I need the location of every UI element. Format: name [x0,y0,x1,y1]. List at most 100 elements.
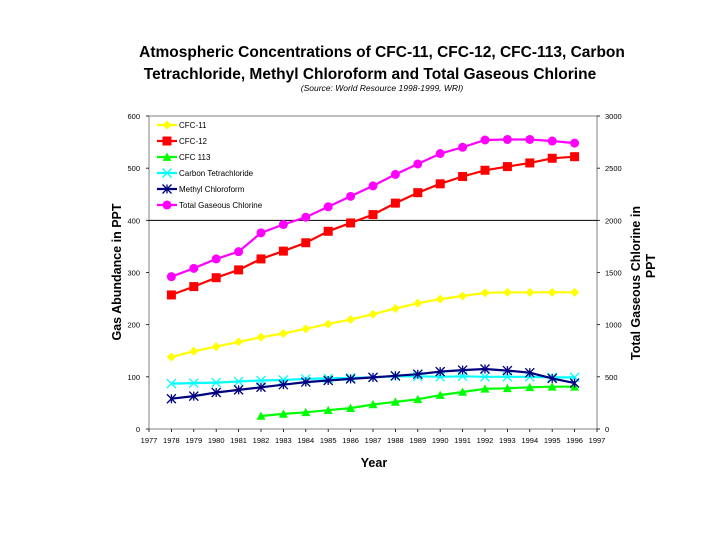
x-tick-label: 1980 [208,436,225,445]
y2-tick-label: 2500 [605,164,622,173]
data-point-total-gaseous-chlorine [346,191,356,201]
data-point-cfc-113 [525,382,535,392]
x-tick-label: 1992 [477,436,494,445]
legend-item-total-gaseous-chlorine: Total Gaseous Chlorine [157,200,263,210]
data-point-cfc-11 [211,342,221,352]
data-point-total-gaseous-chlorine [413,159,423,169]
data-point-cfc-113 [301,407,311,417]
y-axis-label: Gas Abundance in PPT [110,203,124,340]
y2-tick-label: 1000 [605,321,622,330]
x-tick-label: 1983 [275,436,292,445]
data-point-cfc-11 [547,287,557,297]
data-point-cfc-11 [413,298,423,308]
data-point-cfc-11 [323,319,333,329]
x-tick-label: 1989 [409,436,426,445]
data-point-carbon-tetrachloride [166,378,177,389]
series-line-cfc-11 [171,291,575,359]
x-tick-label: 1985 [320,436,337,445]
data-point-cfc-12 [346,218,356,228]
y-tick-label: 600 [127,112,140,121]
y-tick-label: 300 [127,269,140,278]
data-point-total-gaseous-chlorine [234,247,244,257]
x-tick-label: 1988 [387,436,404,445]
x-tick-label: 1984 [297,436,314,445]
data-point-cfc-12 [166,290,176,300]
legend-swatch-marker [162,136,172,146]
data-point-methyl-chloroform [166,393,177,404]
data-point-carbon-tetrachloride [211,377,222,388]
data-point-methyl-chloroform [412,369,423,380]
x-tick-label: 1978 [163,436,180,445]
x-tick-label: 1991 [454,436,471,445]
data-point-total-gaseous-chlorine [278,220,288,230]
data-point-cfc-113 [278,409,288,418]
legend-label: Carbon Tetrachloride [179,169,254,178]
data-point-cfc-12 [234,265,244,275]
data-point-total-gaseous-chlorine [570,138,580,148]
data-point-cfc-12 [480,165,490,175]
data-point-cfc-113 [480,384,490,393]
data-point-carbon-tetrachloride [480,371,490,382]
data-point-cfc-113 [256,411,266,420]
data-point-methyl-chloroform [300,377,311,388]
x-tick-label: 1993 [499,436,516,445]
data-point-carbon-tetrachloride [278,375,289,385]
data-point-cfc-11 [502,287,512,297]
data-point-cfc-11 [570,287,580,297]
data-point-cfc-12 [211,273,221,283]
chart-subtitle: (Source: World Resource 1998-1999, WRI) [301,83,464,93]
data-point-cfc-113 [458,387,468,396]
data-point-total-gaseous-chlorine [458,142,468,152]
y2-axis-label-line2: PPT [644,253,658,278]
legend-label: Total Gaseous Chlorine [179,201,263,210]
x-tick-label: 1982 [253,436,270,445]
data-point-cfc-113 [435,390,445,399]
data-point-cfc-113 [323,405,333,415]
series-cfc-12 [166,152,580,300]
data-point-total-gaseous-chlorine [480,135,490,145]
data-point-methyl-chloroform [278,379,289,390]
data-point-total-gaseous-chlorine [323,202,333,212]
legend-item-cfc-12: CFC-12 [157,136,208,146]
data-point-total-gaseous-chlorine [301,212,311,222]
x-tick-label: 1981 [230,436,247,445]
x-tick-label: 1979 [185,436,202,445]
legend-item-methyl-chloroform: Methyl Chloroform [157,184,245,194]
data-point-cfc-113 [413,394,423,404]
data-point-cfc-12 [502,162,512,172]
y2-tick-label: 500 [605,373,618,382]
data-point-cfc-11 [435,294,445,304]
data-point-methyl-chloroform [390,370,401,381]
data-point-cfc-11 [278,329,288,339]
data-point-methyl-chloroform [323,375,334,386]
y2-tick-label: 0 [605,425,609,434]
data-point-methyl-chloroform [502,365,513,376]
data-point-methyl-chloroform [345,373,356,384]
data-point-cfc-12 [547,153,557,163]
data-point-methyl-chloroform [188,391,199,402]
data-point-cfc-12 [323,226,333,236]
x-tick-label: 1987 [365,436,382,445]
data-point-cfc-12 [368,210,378,220]
series-cfc-11 [166,287,580,362]
data-point-cfc-12 [570,152,580,162]
legend-swatch-marker [162,152,172,161]
data-point-cfc-12 [189,282,199,292]
y-tick-label: 500 [127,164,140,173]
data-point-methyl-chloroform [480,364,490,374]
series-total-gaseous-chlorine [166,134,580,282]
legend-swatch-marker [162,168,172,178]
y-tick-label: 400 [127,216,140,225]
data-point-methyl-chloroform [435,366,446,377]
data-point-cfc-11 [346,314,356,324]
legend-label: CFC 113 [179,153,211,162]
legend-label: Methyl Chloroform [179,185,245,194]
data-point-methyl-chloroform [211,387,222,398]
data-point-methyl-chloroform [233,384,244,395]
data-point-cfc-11 [480,288,490,298]
series-cfc-113 [256,382,580,420]
x-tick-label: 1996 [566,436,583,445]
x-tick-label: 1977 [141,436,158,445]
y-tick-label: 200 [127,321,140,330]
